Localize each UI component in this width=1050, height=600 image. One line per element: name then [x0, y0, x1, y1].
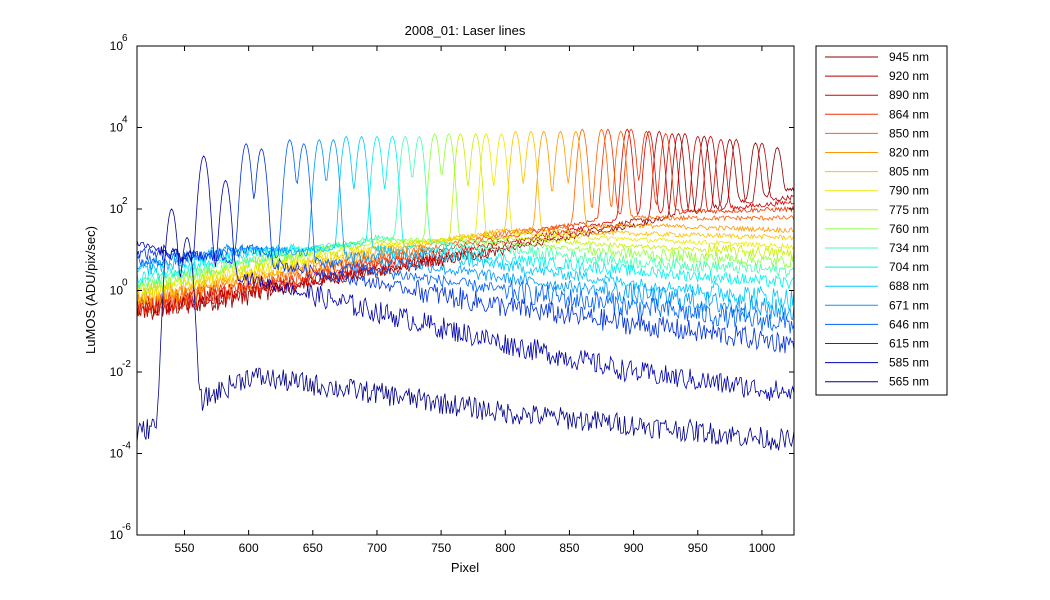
x-tick-label: 1000 [749, 541, 776, 555]
y-tick-label-base: 10 [110, 365, 124, 379]
legend-label: 775 nm [889, 203, 929, 217]
y-tick-label-exponent: -6 [122, 522, 131, 533]
axis-ticks: 550 600 650 700 750 800 850 900 950 100010-610-41… [110, 33, 794, 555]
x-tick-label: 700 [367, 541, 387, 555]
y-tick-label-base: 10 [110, 528, 124, 542]
series-line-565-nm [137, 208, 794, 451]
y-tick-label-base: 10 [110, 202, 124, 216]
legend-label: 565 nm [889, 375, 929, 389]
legend-label: 920 nm [889, 69, 929, 83]
y-tick-label-base: 10 [110, 39, 124, 53]
y-axis-label: LuMOS (ADU/pix/sec) [83, 226, 98, 354]
x-axis-label: Pixel [451, 560, 479, 575]
legend-label: 864 nm [889, 107, 929, 121]
legend-label: 790 nm [889, 184, 929, 198]
x-tick-label: 800 [495, 541, 515, 555]
series-line-646-nm [137, 138, 794, 334]
legend: 945 nm 920 nm 890 nm 864 nm 850 nm 820 nm 805 … [815, 45, 948, 396]
legend-label: 585 nm [889, 356, 929, 370]
x-tick-label: 850 [559, 541, 579, 555]
legend-label: 945 nm [889, 50, 929, 64]
legend-label: 688 nm [889, 279, 929, 293]
legend-label: 760 nm [889, 222, 929, 236]
y-tick-label-base: 10 [110, 284, 124, 298]
x-tick-label: 650 [303, 541, 323, 555]
legend-label: 805 nm [889, 165, 929, 179]
legend-label: 671 nm [889, 298, 929, 312]
series-line-704-nm [137, 135, 794, 290]
legend-label: 820 nm [889, 146, 929, 160]
legend-label: 734 nm [889, 241, 929, 255]
x-tick-label: 750 [431, 541, 451, 555]
legend-label: 615 nm [889, 337, 929, 351]
series-line-734-nm [137, 135, 794, 290]
x-tick-label: 900 [624, 541, 644, 555]
x-tick-label: 550 [174, 541, 194, 555]
y-tick-label-exponent: -2 [122, 359, 131, 370]
legend-label: 850 nm [889, 126, 929, 140]
series-lines [137, 128, 794, 451]
series-line-775-nm [137, 133, 794, 296]
y-tick-label-exponent: 4 [122, 115, 128, 126]
series-line-615-nm [137, 143, 794, 354]
x-tick-label: 600 [239, 541, 259, 555]
legend-label: 890 nm [889, 88, 929, 102]
y-tick-label-base: 10 [110, 121, 124, 135]
series-line-688-nm [137, 135, 794, 311]
y-tick-label-exponent: 2 [122, 196, 128, 207]
series-line-790-nm [137, 133, 794, 303]
series-line-760-nm [137, 133, 794, 293]
legend-box [815, 45, 948, 396]
chart-title: 2008_01: Laser lines [405, 23, 526, 38]
y-tick-label-exponent: 6 [122, 33, 128, 44]
series-line-585-nm [137, 155, 794, 401]
y-tick-label-base: 10 [110, 447, 124, 461]
legend-label: 646 nm [889, 317, 929, 331]
y-tick-label-exponent: 0 [122, 278, 128, 289]
legend-label: 704 nm [889, 260, 929, 274]
y-tick-label-exponent: -4 [122, 441, 131, 452]
x-tick-label: 950 [688, 541, 708, 555]
